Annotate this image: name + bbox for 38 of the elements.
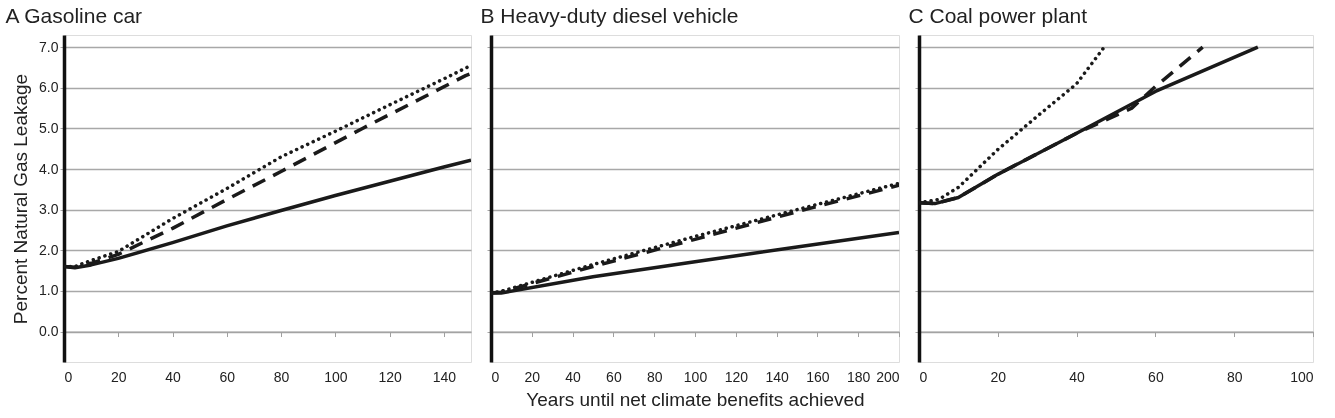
x-axis-title: Years until net climate benefits achieved <box>526 388 865 410</box>
x-tick-label: 0 <box>491 368 500 385</box>
x-tick-label: 40 <box>165 368 182 385</box>
y-tick-label: 7.0 <box>39 38 59 55</box>
x-tick-label: 0 <box>64 368 73 385</box>
x-tick-label: 40 <box>565 368 582 385</box>
x-tick-label: 180 <box>847 368 871 385</box>
y-tick-label: 3.0 <box>39 201 59 218</box>
y-axis-title: Percent Natural Gas Leakage <box>10 73 32 325</box>
x-tick-label: 20 <box>110 368 127 385</box>
x-tick-label: 80 <box>273 368 290 385</box>
chart-title: B Heavy-duty diesel vehicle <box>480 4 739 27</box>
x-tick-label: 100 <box>683 368 708 385</box>
x-tick-label: 20 <box>990 368 1007 385</box>
y-tick-label: 5.0 <box>39 119 59 136</box>
y-tick-label: 2.0 <box>39 241 59 258</box>
x-tick-label: 140 <box>765 368 789 385</box>
chart-title: C Coal power plant <box>908 4 1088 27</box>
x-tick-label: 140 <box>432 368 457 385</box>
x-tick-label: 0 <box>919 368 928 385</box>
x-tick-label: 20 <box>524 368 541 385</box>
x-tick-label: 40 <box>1069 368 1086 385</box>
x-tick-label: 200 <box>876 368 900 385</box>
y-tick-label: 4.0 <box>39 160 59 177</box>
x-tick-label: 120 <box>378 368 402 385</box>
y-tick-label: 0.0 <box>39 323 59 340</box>
chart-title: A Gasoline car <box>5 4 143 27</box>
x-tick-label: 160 <box>806 368 830 385</box>
y-tick-label: 6.0 <box>39 79 59 96</box>
x-tick-label: 60 <box>219 368 236 385</box>
y-tick-label: 1.0 <box>39 282 59 299</box>
x-tick-label: 60 <box>606 368 622 385</box>
x-tick-label: 100 <box>1290 368 1314 385</box>
x-tick-label: 80 <box>646 368 663 385</box>
x-tick-label: 60 <box>1148 368 1164 385</box>
x-tick-label: 100 <box>324 368 348 385</box>
x-tick-label: 120 <box>724 368 749 385</box>
x-tick-label: 80 <box>1226 368 1243 385</box>
